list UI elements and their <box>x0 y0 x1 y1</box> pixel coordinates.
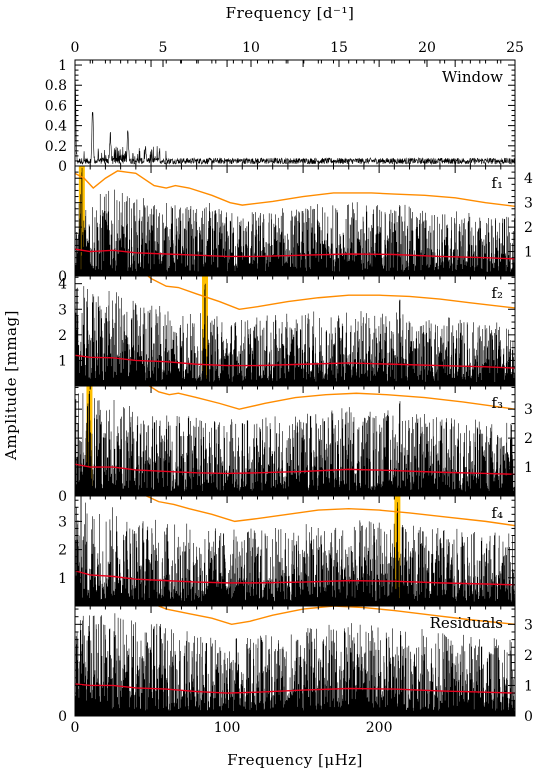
y-tick-label-left: 0.6 <box>45 98 67 114</box>
significance-line-f4 <box>144 496 515 527</box>
y-tick-label-left: 0 <box>58 159 67 175</box>
spectrum-f2 <box>75 283 515 386</box>
x-tick-label-top: 15 <box>330 40 348 56</box>
panel-label-f1: f₁ <box>491 174 503 192</box>
plot-area-f4 <box>75 496 515 606</box>
y-tick-label-right: 1 <box>524 245 533 261</box>
panel-label-f4: f₄ <box>491 504 503 522</box>
noise-line-f2 <box>75 354 515 369</box>
y-tick-label-left: 2 <box>58 328 67 344</box>
x-tick-label-top: 20 <box>418 40 436 56</box>
panel-window: 0 0.2 0.4 0.6 0.8 1 Window <box>45 58 516 175</box>
x-tick-label-top: 10 <box>242 40 260 56</box>
y-tick-label-left: 0 <box>58 709 67 725</box>
noise-line-f1 <box>75 248 515 260</box>
y-tick-label-right: 1 <box>524 460 533 476</box>
panel-f1: 0 1 2 3 4 f₁ <box>58 165 533 285</box>
plot-area-residuals <box>75 606 515 716</box>
y-axis-title: Amplitude [mmag] <box>2 310 20 461</box>
panel-f2: 1 2 3 4 f₂ <box>58 275 516 387</box>
x-tick-label-bottom: 0 <box>71 720 80 736</box>
significance-line-residuals <box>156 606 515 626</box>
x-tick-label-top: 0 <box>71 40 80 56</box>
spectrum-f3 <box>75 390 515 496</box>
y-tick-label-right: 3 <box>524 196 533 212</box>
y-tick-label-left: 1 <box>58 353 67 369</box>
y-tick-label-left: 3 <box>58 514 67 530</box>
significance-line-f2 <box>146 276 515 310</box>
noise-line-f3 <box>75 463 515 475</box>
y-tick-label-right: 3 <box>524 617 533 633</box>
y-tick-label-left: 2 <box>58 543 67 559</box>
x-tick-label-bottom: 200 <box>366 720 393 736</box>
panel-label-f3: f₃ <box>491 394 503 412</box>
x-tick-label-top: 25 <box>506 40 524 56</box>
spectrum-residuals <box>75 613 515 716</box>
spectrum-f1 <box>75 167 515 276</box>
y-tick-label-left: 4 <box>58 277 67 293</box>
y-tick-label-right: 2 <box>524 431 533 447</box>
frame-residuals <box>74 605 516 717</box>
y-tick-label-left: 0.4 <box>45 119 67 135</box>
y-tick-label-right: 2 <box>524 220 533 236</box>
y-tick-label-left: 0.8 <box>45 78 67 94</box>
y-tick-label-left: 1 <box>58 58 67 74</box>
significance-line-f1 <box>75 170 515 208</box>
noise-line-residuals <box>75 683 515 694</box>
spectrum-f4 <box>75 496 515 606</box>
plot-area-f1 <box>75 166 515 276</box>
panel-label-window: Window <box>442 68 503 86</box>
y-tick-label-left: 0 <box>58 489 67 505</box>
panel-label-residuals: Residuals <box>430 614 503 632</box>
x-tick-label-top: 5 <box>159 40 168 56</box>
spectrum-window <box>75 81 515 166</box>
y-tick-label-right: 3 <box>524 402 533 418</box>
significance-line-f3 <box>148 386 515 410</box>
bottom-axis-title: Frequency [μHz] <box>227 751 363 769</box>
y-tick-label-left: 0.2 <box>45 139 67 155</box>
panel-f3: 0 1 2 3 f₃ <box>58 385 533 505</box>
plot-area-f3 <box>75 386 515 496</box>
y-tick-label-left: 3 <box>58 302 67 318</box>
y-tick-label-left: 0 <box>58 269 67 285</box>
y-tick-label-right: 2 <box>524 648 533 664</box>
panel-residuals: 0 0 1 2 3 Residuals <box>58 605 533 725</box>
top-axis-title: Frequency [d⁻¹] <box>226 4 355 22</box>
plot-area-window <box>75 81 515 166</box>
panel-label-f2: f₂ <box>491 284 503 302</box>
y-tick-label-left: 1 <box>58 571 67 587</box>
y-tick-label-right: 0 <box>524 709 533 725</box>
noise-line-f4 <box>75 570 515 586</box>
panel-f4: 1 2 3 f₄ <box>58 495 516 607</box>
plot-area-f2 <box>75 276 515 386</box>
y-tick-label-right: 1 <box>524 678 533 694</box>
y-tick-label-right: 4 <box>524 171 533 187</box>
x-tick-label-bottom: 100 <box>214 720 241 736</box>
